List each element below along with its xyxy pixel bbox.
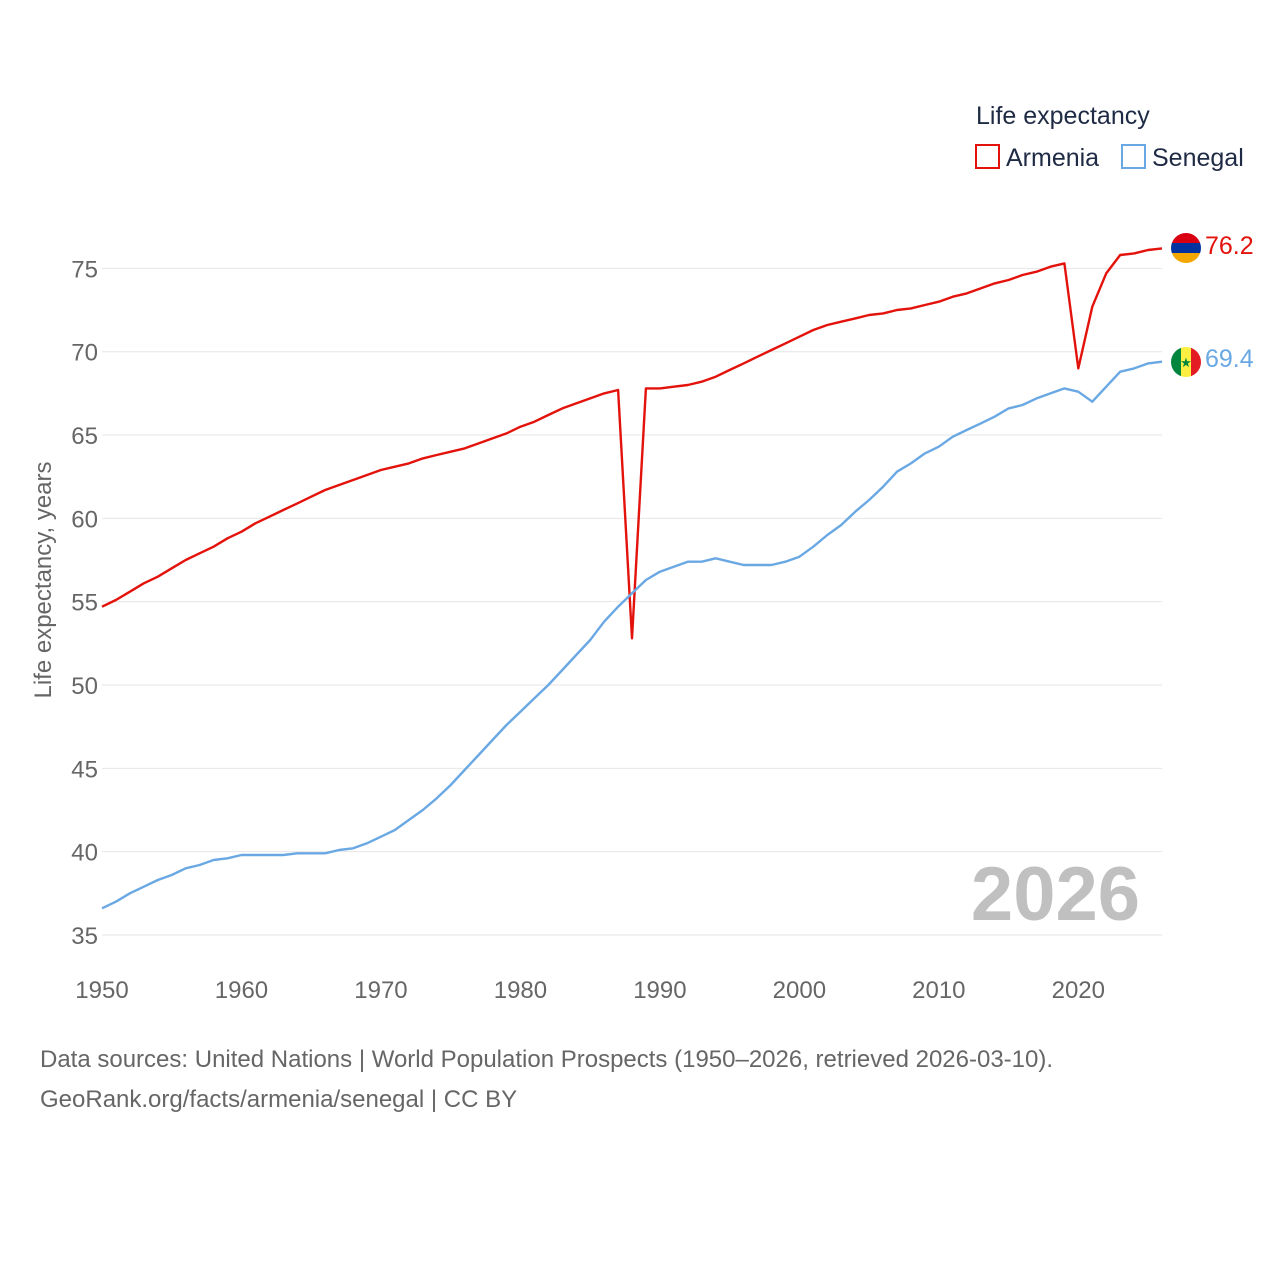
x-tick-label: 1970	[354, 977, 407, 1004]
data-source-note: Data sources: United Nations | World Pop…	[40, 1046, 1054, 1073]
year-watermark: 2026	[971, 852, 1140, 937]
y-tick-label: 40	[71, 840, 98, 867]
x-tick-label: 2000	[773, 977, 826, 1004]
y-axis-label: Life expectancy, years	[30, 461, 57, 698]
y-axis-ticks: 35 40 45 50 55 60 65 70 75	[71, 256, 98, 950]
y-tick-label: 45	[71, 756, 98, 783]
y-tick-label: 65	[71, 423, 98, 450]
series-line-armenia[interactable]	[101, 247, 1163, 640]
y-tick-label: 35	[71, 923, 98, 950]
y-tick-label: 60	[71, 506, 98, 533]
x-tick-label: 1950	[75, 977, 128, 1004]
legend-label-senegal[interactable]: Senegal	[1152, 144, 1244, 172]
end-label-senegal: 69.4	[1205, 345, 1254, 373]
y-tick-label: 70	[71, 340, 98, 367]
svg-text:★: ★	[1180, 356, 1192, 371]
line-chart: 35 40 45 50 55 60 65 70 75 1950 1960 1970 1980 1990 2…	[30, 102, 1254, 1004]
x-tick-label: 2010	[912, 977, 965, 1004]
legend-label-armenia[interactable]: Armenia	[1006, 144, 1099, 172]
y-tick-label: 75	[71, 256, 98, 283]
legend-swatch-armenia[interactable]	[975, 144, 1000, 169]
senegal-flag-icon: ★	[1171, 347, 1201, 377]
x-tick-label: 1990	[633, 977, 686, 1004]
x-tick-label: 1960	[215, 977, 268, 1004]
y-tick-label: 50	[71, 673, 98, 700]
series-lines	[101, 247, 1163, 910]
footer: Data sources: United Nations | World Pop…	[40, 1040, 1053, 1120]
x-tick-label: 2020	[1052, 977, 1105, 1004]
legend-swatch-senegal[interactable]	[1121, 144, 1146, 169]
end-label-armenia: 76.2	[1205, 232, 1254, 260]
gridlines	[102, 267, 1162, 936]
source-link[interactable]: GeoRank.org/facts/armenia/senegal | CC B…	[40, 1086, 518, 1113]
x-tick-label: 1980	[494, 977, 547, 1004]
x-axis-ticks: 1950 1960 1970 1980 1990 2000 2010 2020	[75, 977, 1105, 1004]
legend-title: Life expectancy	[976, 102, 1150, 130]
armenia-flag-icon	[1171, 233, 1201, 263]
y-tick-label: 55	[71, 590, 98, 617]
series-line-senegal[interactable]	[101, 360, 1163, 910]
